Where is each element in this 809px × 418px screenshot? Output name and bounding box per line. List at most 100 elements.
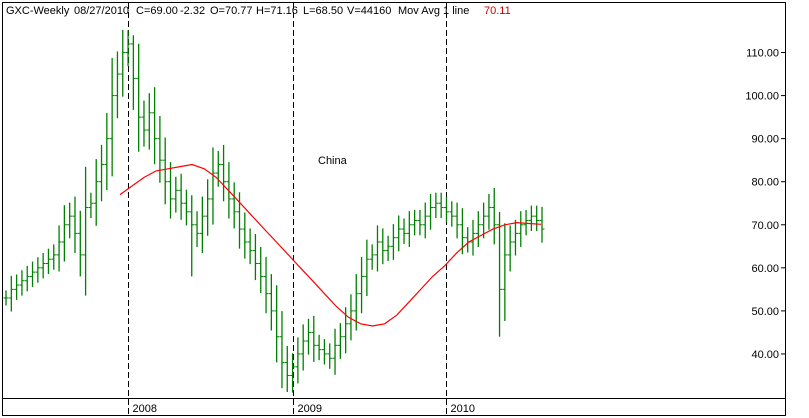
price-bar	[438, 192, 444, 219]
price-bar	[152, 87, 158, 165]
price-bar	[77, 210, 83, 277]
price-bar	[406, 211, 412, 247]
price-bar	[433, 192, 439, 219]
price-bar	[178, 173, 184, 220]
price-bar	[380, 228, 386, 265]
header-symbol: GXC-Weekly	[6, 5, 70, 17]
price-bar	[40, 252, 46, 279]
price-bar	[88, 192, 94, 219]
price-bar	[481, 202, 487, 239]
price-bar	[369, 244, 375, 270]
price-bar	[470, 219, 476, 256]
y-tick-label: 80.00	[751, 177, 779, 189]
price-bar	[231, 182, 237, 229]
price-bar	[491, 187, 497, 245]
price-bar	[364, 239, 370, 297]
price-bar	[242, 212, 248, 259]
price-bar	[422, 202, 428, 239]
price-bar	[168, 162, 174, 219]
price-bar	[412, 209, 418, 236]
price-bar	[99, 144, 105, 202]
price-bar	[534, 205, 540, 232]
price-bar	[327, 343, 333, 369]
price-bar	[321, 339, 327, 365]
header-date: 08/27/2010	[74, 5, 129, 17]
price-bar	[35, 257, 41, 283]
price-bar	[274, 285, 280, 363]
price-bars	[3, 29, 545, 393]
price-bar	[300, 324, 306, 371]
price-bar	[390, 224, 396, 260]
price-bar	[146, 93, 152, 150]
price-bar	[19, 270, 25, 296]
header-volume: V=44160	[347, 5, 391, 17]
price-bar	[67, 202, 73, 239]
price-bar	[454, 202, 460, 239]
price-bar	[311, 315, 317, 362]
price-bar	[518, 211, 524, 247]
price-bar	[61, 205, 67, 262]
moving-average-line	[119, 163, 542, 327]
price-bar	[252, 234, 258, 281]
price-bar	[72, 196, 78, 253]
header-indicator: Mov Avg 1 line	[398, 5, 469, 17]
price-bar	[396, 215, 402, 252]
price-bar	[136, 43, 142, 152]
price-bar	[290, 353, 296, 393]
price-bar	[189, 195, 195, 277]
price-bar	[359, 256, 365, 314]
grid-layer	[128, 3, 447, 415]
y-tick-label: 60.00	[751, 263, 779, 275]
price-bar	[8, 275, 14, 312]
price-bar	[51, 244, 57, 270]
price-bar	[215, 150, 221, 187]
y-tick-label: 50.00	[751, 306, 779, 318]
price-bar	[56, 225, 62, 272]
y-tick-label: 90.00	[751, 134, 779, 146]
price-bar	[114, 51, 120, 119]
price-bar	[210, 147, 216, 225]
price-bar	[348, 294, 354, 341]
price-bar	[528, 205, 534, 232]
price-bar	[385, 235, 391, 262]
price-bar	[157, 116, 163, 183]
price-bar	[507, 225, 513, 272]
y-tick-label: 110.00	[746, 48, 779, 60]
price-bar	[316, 334, 322, 361]
price-bar	[199, 196, 205, 253]
price-bar	[30, 261, 36, 287]
y-tick-label: 100.00	[745, 91, 779, 103]
price-bar	[337, 323, 343, 359]
price-bar	[465, 227, 471, 253]
price-bar	[512, 219, 518, 256]
price-bar	[284, 345, 290, 393]
price-bar	[83, 166, 89, 296]
price-bar	[258, 246, 264, 294]
price-bar	[24, 265, 30, 292]
header-indicator-value: 70.11	[484, 5, 511, 17]
price-bar	[539, 206, 545, 243]
price-bar	[14, 274, 20, 300]
x-tick-label: 2010	[451, 403, 475, 415]
y-tick-label: 40.00	[751, 349, 779, 361]
price-bar	[428, 193, 434, 230]
price-bar	[305, 318, 311, 355]
x-axis-band	[2, 398, 786, 416]
price-bar	[486, 193, 492, 230]
price-bar	[93, 159, 99, 226]
price-bar	[221, 144, 227, 202]
price-bar	[141, 100, 147, 147]
price-bar	[443, 196, 449, 223]
chart-annotation: China	[318, 155, 348, 167]
price-bar	[45, 248, 51, 275]
header-change: -2.32	[180, 5, 205, 17]
price-bar	[268, 274, 274, 331]
price-bar	[162, 137, 168, 205]
price-bar	[125, 30, 131, 67]
price-bar	[279, 311, 285, 389]
y-axis: 40.00 50.00 60.00 70.00 80.00 90.00 100.00 110.…	[745, 48, 785, 361]
price-bar	[417, 209, 423, 236]
price-bar	[295, 337, 301, 384]
